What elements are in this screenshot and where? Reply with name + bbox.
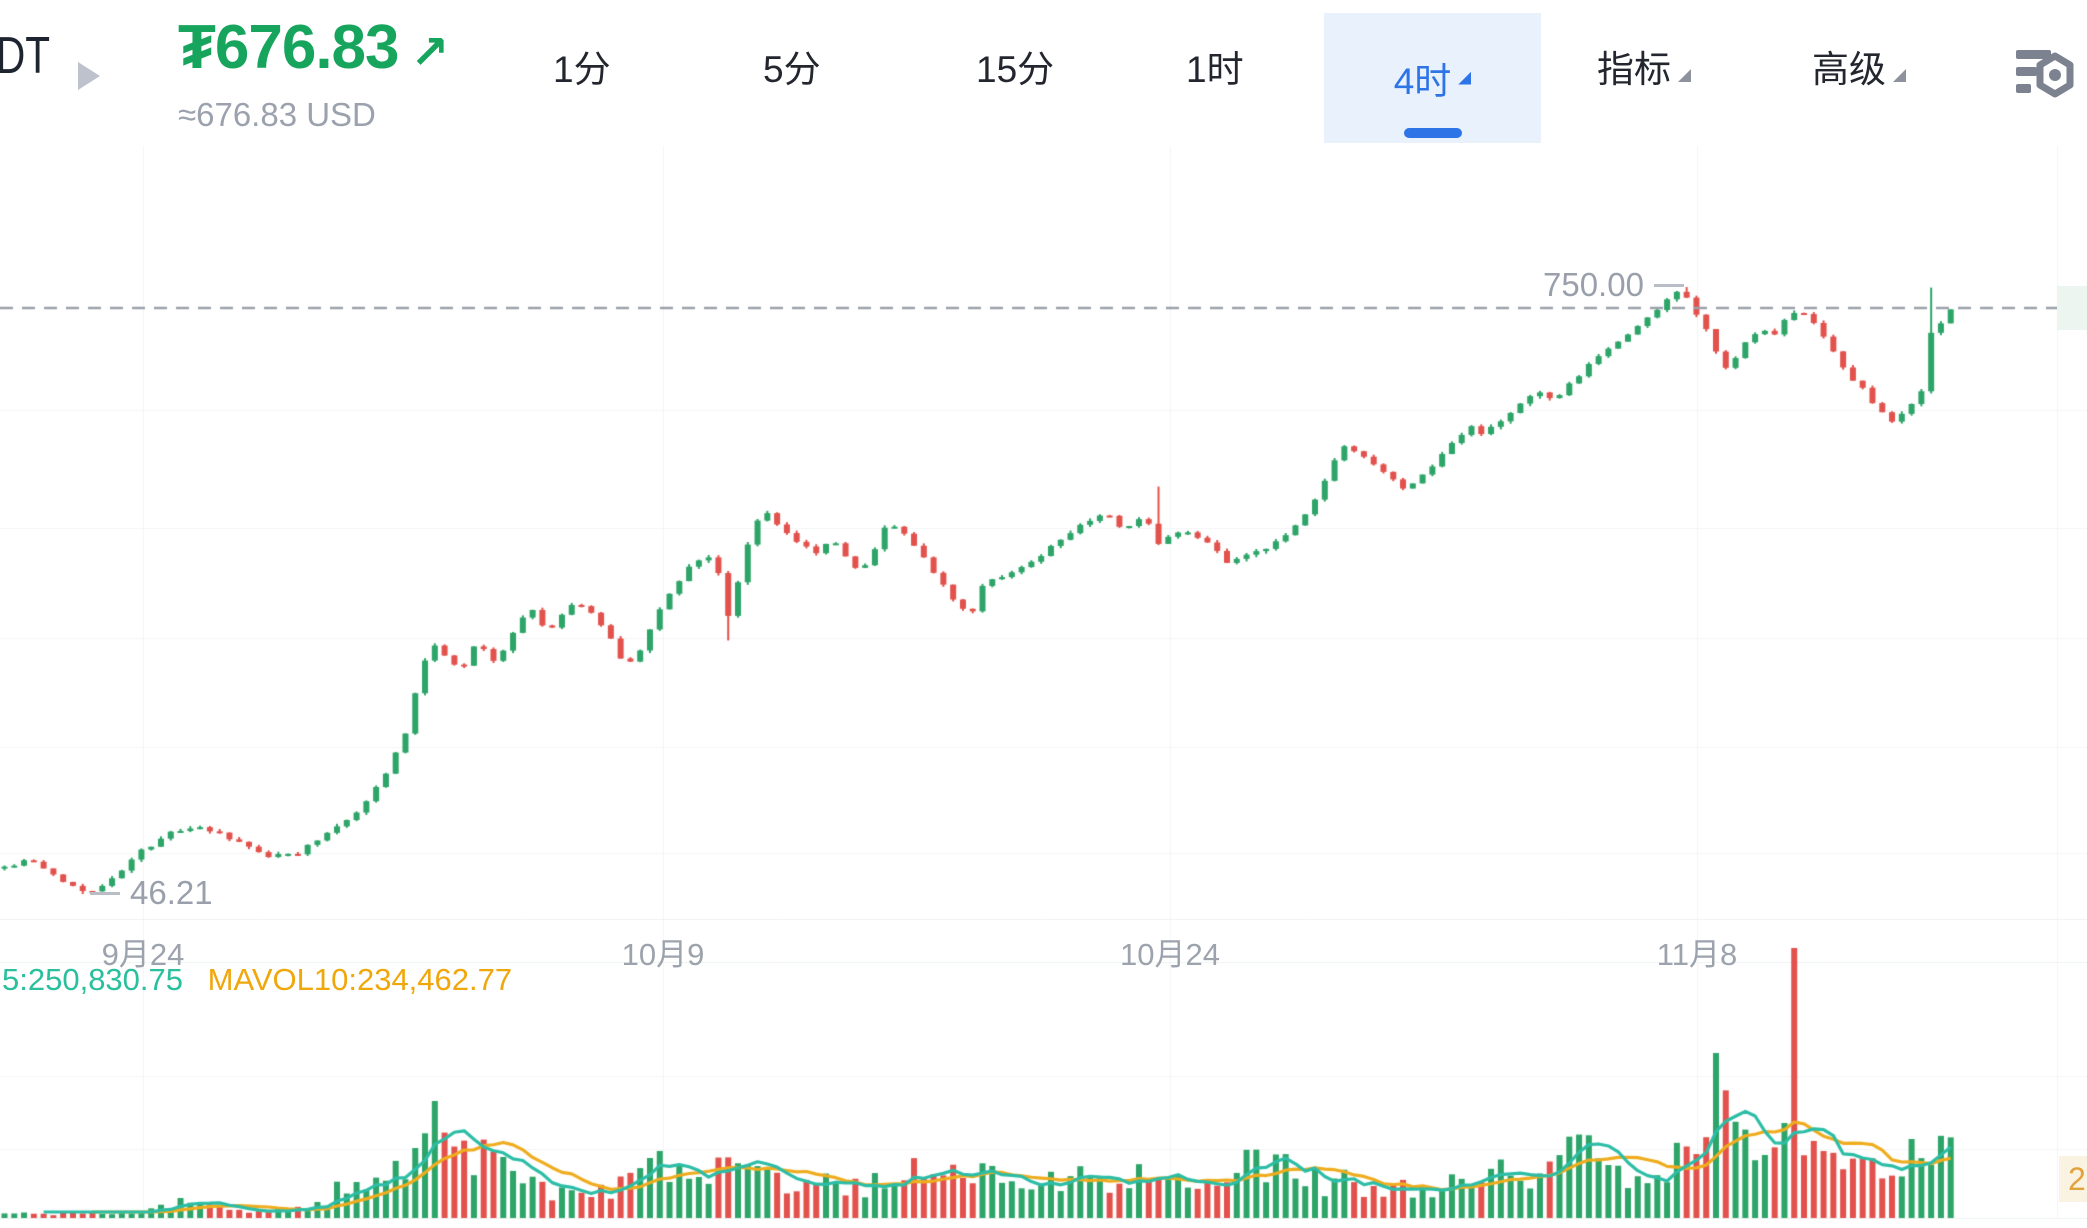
play-triangle-icon[interactable] bbox=[78, 62, 100, 90]
price-usd-equivalent: ≈676.83 USD bbox=[178, 96, 376, 133]
chart-area: 750.00 46.21 9月24 10月9 10月24 11月8 5:250,… bbox=[0, 146, 2087, 1228]
volume-ma5-value: 5:250,830.75 bbox=[2, 962, 184, 997]
volume-indicator-header[interactable]: 5:250,830.75 MAVOL10:234,462.77 bbox=[2, 962, 512, 998]
x-axis-label: 10月24 bbox=[1120, 937, 1220, 972]
low-price-label: 46.21 bbox=[90, 874, 213, 912]
x-axis-label: 9月24 bbox=[101, 937, 185, 972]
tab-4hour-active[interactable]: 4时 bbox=[1324, 13, 1541, 143]
high-label-dash bbox=[1653, 283, 1684, 287]
dropdown-corner-icon bbox=[1893, 69, 1906, 82]
trend-up-arrow-icon: ↗ bbox=[410, 26, 450, 78]
indicator-menu[interactable]: 指标 bbox=[1597, 42, 1691, 98]
tab-1hour[interactable]: 1时 bbox=[1186, 49, 1244, 90]
volume-axis-tag-fragment: 2 bbox=[2059, 1156, 2087, 1202]
chart-settings-icon[interactable] bbox=[2016, 48, 2074, 102]
last-price-value: ₮676.83 bbox=[178, 13, 400, 82]
tab-4hour-label: 4时 bbox=[1393, 61, 1452, 102]
tab-15min[interactable]: 15分 bbox=[976, 49, 1055, 90]
top-bar: DT ₮676.83 ↗ ≈676.83 USD 1分 5分 15分 1时 4时 … bbox=[0, 0, 2087, 146]
volume-ma10-value: MAVOL10:234,462.77 bbox=[207, 962, 513, 997]
symbol-name-fragment: DT bbox=[0, 27, 51, 85]
last-price: ₮676.83 ↗ bbox=[178, 12, 450, 83]
dropdown-corner-icon bbox=[1678, 69, 1691, 82]
high-price-label: 750.00 bbox=[1543, 266, 1684, 304]
advanced-menu[interactable]: 高级 bbox=[1812, 42, 1906, 98]
dropdown-corner-icon bbox=[1458, 71, 1472, 85]
current-price-axis-tag bbox=[2057, 286, 2087, 330]
tab-1min[interactable]: 1分 bbox=[553, 49, 611, 90]
x-axis-label: 11月8 bbox=[1656, 937, 1738, 972]
active-tab-underline bbox=[1403, 128, 1462, 138]
low-label-dash bbox=[90, 891, 120, 895]
candlestick-chart-canvas[interactable] bbox=[0, 146, 2087, 1228]
tab-5min[interactable]: 5分 bbox=[763, 49, 821, 90]
x-axis-label: 10月9 bbox=[621, 937, 705, 972]
